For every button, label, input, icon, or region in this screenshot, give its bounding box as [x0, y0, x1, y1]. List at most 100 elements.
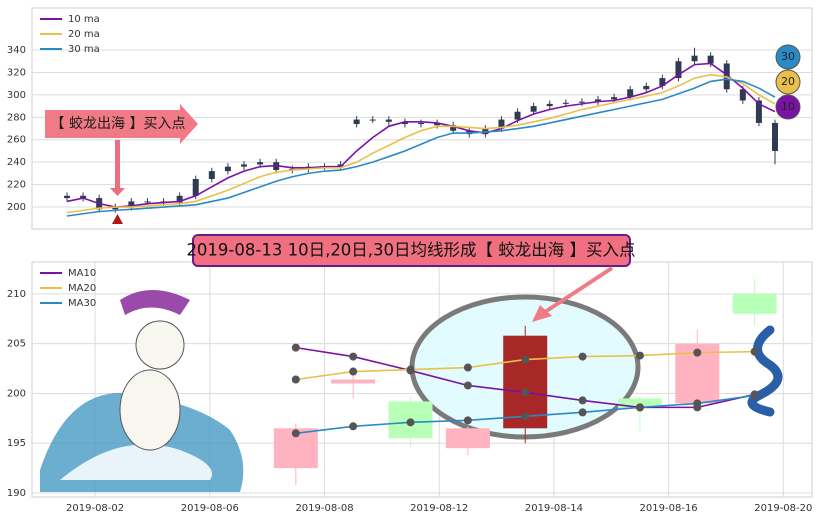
- candle-body: [643, 85, 650, 90]
- plot-frame: [31, 7, 813, 230]
- ma-point: [463, 416, 472, 425]
- y-tick-label: 210: [7, 289, 26, 300]
- dragon-horns: [120, 290, 190, 315]
- ma-line: [66, 62, 776, 208]
- y-tick-label: 205: [7, 339, 26, 350]
- candle-body: [659, 78, 666, 86]
- candle-body: [192, 178, 199, 196]
- ma-point: [349, 367, 358, 376]
- banner: [192, 234, 631, 267]
- ma-badge: [775, 69, 801, 95]
- ma-point: [291, 429, 300, 438]
- candle-body: [707, 55, 714, 64]
- candle-body: [64, 195, 70, 199]
- candle-body: [385, 119, 392, 122]
- ma-badge: [775, 44, 801, 70]
- x-tick-label: 2019-08-14: [525, 503, 583, 514]
- y-tick-label: 260: [7, 135, 26, 146]
- candle-body: [445, 428, 490, 449]
- candle-body: [418, 122, 424, 125]
- candle-body: [208, 171, 215, 179]
- x-tick-label: 2019-08-12: [410, 503, 468, 514]
- ma-point: [463, 381, 472, 390]
- candle-body: [176, 195, 183, 203]
- ma-point: [521, 412, 530, 421]
- y-tick-label: 300: [7, 90, 26, 101]
- candle-body: [353, 119, 360, 125]
- ma-badge-label: 20: [781, 75, 795, 88]
- callout-arrow: [45, 104, 198, 144]
- candle-body: [112, 207, 119, 210]
- candle-body: [369, 119, 376, 121]
- legend-label: 10 ma: [68, 14, 100, 25]
- banner-arrow: [543, 266, 614, 314]
- ma-point: [406, 418, 415, 427]
- ma-badge-label: 30: [781, 50, 795, 63]
- candle-body: [241, 164, 247, 167]
- candle-body: [627, 89, 634, 98]
- candle-body: [691, 55, 698, 62]
- dragon-illustration: [747, 325, 783, 417]
- y-tick-label: 200: [7, 202, 26, 213]
- legend-label: 20 ma: [68, 29, 100, 40]
- ma-line: [66, 78, 776, 217]
- callout-text: 【 蛟龙出海 】买入点: [51, 116, 186, 132]
- ma-point: [406, 365, 415, 374]
- wave-foam: [60, 444, 212, 480]
- signal-arrow-head: [110, 188, 125, 196]
- candle-body: [675, 61, 682, 79]
- ma-badge-label: 10: [781, 100, 795, 113]
- dog-head: [135, 320, 185, 370]
- y-tick-label: 200: [7, 388, 26, 399]
- y-tick-label: 340: [7, 45, 26, 56]
- legend-label: MA20: [68, 283, 96, 294]
- signal-marker: [112, 214, 123, 224]
- ma-point: [750, 391, 759, 400]
- banner-arrow-head: [532, 305, 552, 322]
- candle-body: [80, 195, 87, 199]
- legend-label: MA10: [68, 268, 96, 279]
- candle-body: [331, 379, 376, 384]
- candle-body: [337, 164, 344, 167]
- x-tick-label: 2019-08-06: [181, 503, 239, 514]
- candle-body: [434, 122, 441, 126]
- banner-text: 2019-08-13 10日,20日,30日均线形成【 蛟龙出海 】买入点: [186, 241, 635, 260]
- y-tick-label: 195: [7, 438, 26, 449]
- ma-line: [66, 73, 776, 214]
- marks-layer: [64, 47, 778, 486]
- candle-body: [401, 121, 408, 125]
- ma-point: [635, 403, 644, 412]
- x-tick-label: 2019-08-02: [66, 503, 124, 514]
- candle-body: [739, 89, 746, 101]
- candle-body: [546, 103, 553, 107]
- ma-point: [521, 388, 530, 397]
- candle-body: [772, 122, 778, 151]
- ma-badge: [775, 94, 801, 120]
- candle-body: [514, 111, 521, 120]
- candle-body: [498, 119, 505, 129]
- candle-body: [450, 125, 457, 131]
- candle-body: [755, 100, 762, 123]
- candle-body: [578, 101, 585, 103]
- candle-body: [530, 106, 537, 112]
- candle-body: [732, 293, 777, 314]
- ma-point: [349, 422, 358, 431]
- ma-point: [635, 351, 644, 360]
- candle-body: [144, 201, 151, 203]
- legend-label: MA30: [68, 298, 96, 309]
- ma-point: [578, 408, 587, 417]
- candle-body: [611, 97, 618, 100]
- candle-body: [595, 99, 601, 102]
- ma-point: [349, 352, 358, 361]
- y-tick-label: 280: [7, 112, 26, 123]
- x-tick-label: 2019-08-16: [640, 503, 698, 514]
- x-tick-label: 2019-08-08: [295, 503, 353, 514]
- ma-point: [693, 399, 702, 408]
- ma-point: [693, 348, 702, 357]
- ma-point: [578, 396, 587, 405]
- ma-point: [291, 375, 300, 384]
- overlay-layer: 10 ma 20 ma 30 ma 30 20 10 MA10 MA20 MA30: [40, 14, 801, 309]
- ma-point: [750, 347, 759, 356]
- candle-body: [224, 166, 231, 172]
